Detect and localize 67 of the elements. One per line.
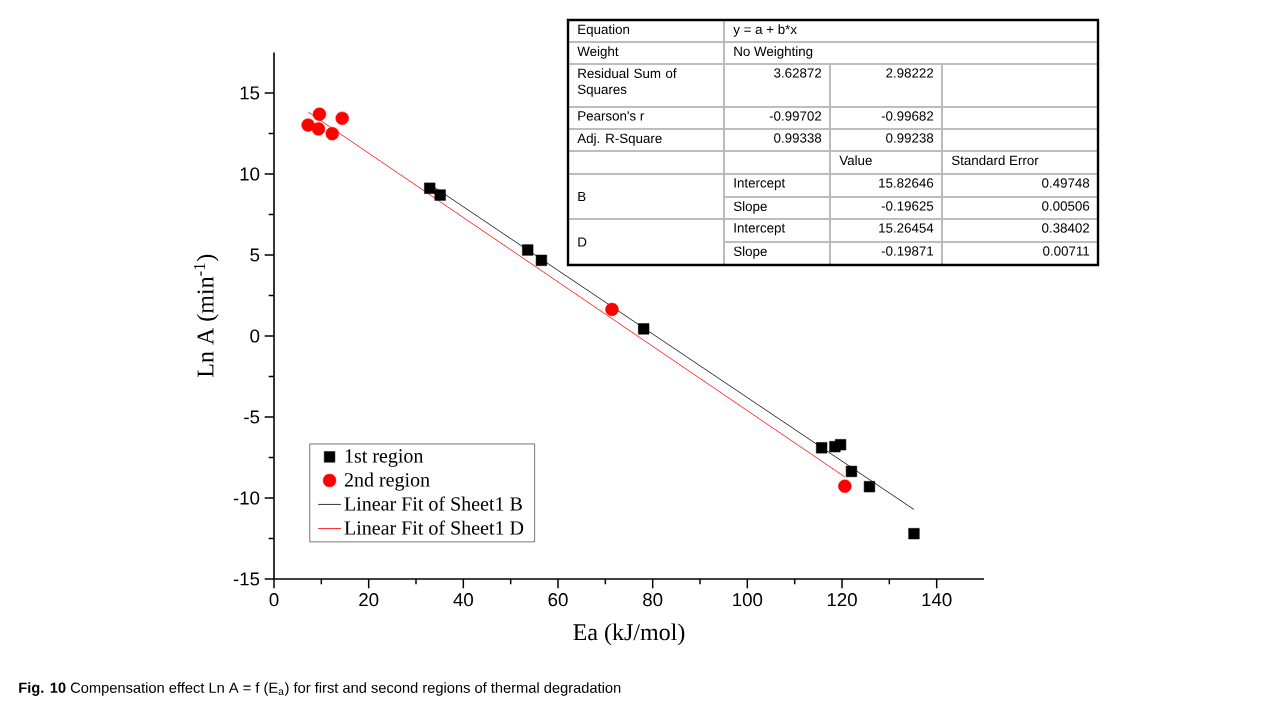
point [816,442,828,454]
x-tick-label: 20 [359,593,379,607]
annotation: Slope [733,201,767,214]
point [863,481,876,493]
y-tick-label: 0 [250,329,260,343]
annotation: Pearson's r [578,111,645,121]
annotation: 2.98222 [886,68,934,78]
annotation: B [578,191,586,202]
annotation: -0.19625 [881,201,934,211]
y-axis-title: Ln A (min$^{-1}$) [193,254,219,378]
annotation: Value [839,155,872,166]
legend-label: 2nd region [344,472,430,491]
text: y = a + b*x [733,24,797,37]
x-tick-label: 140 [922,593,952,607]
point [434,189,446,201]
annotation: 0.99338 [774,133,822,143]
annotation: Residual Sum of Squares [577,68,677,97]
point [908,528,920,540]
point [845,465,858,478]
y-tick-label: 5 [250,248,260,262]
point [638,323,650,335]
y-tick-label: 10 [240,167,260,181]
x-tick-label: 60 [548,593,568,607]
text: Equation [578,24,630,37]
y-tick-label: -10 [233,491,260,505]
annotation: No Weighting [734,46,813,59]
point [325,127,339,141]
point [311,122,326,136]
x-tick-label: 120 [827,593,857,607]
annotation: Slope [733,246,767,259]
annotation: Weight [577,46,619,59]
x-tick-label: 40 [453,593,473,607]
point [335,111,349,125]
y-tick-label: -5 [244,410,260,424]
annotation: 3.62872 [774,68,822,78]
point [834,439,847,451]
annotation: -0.99682 [881,111,934,121]
text: 0.00506 [1042,201,1090,211]
x-tick-label: 0 [269,593,279,607]
x-axis-title: Ea (kJ/mol) [573,623,685,646]
point [605,302,619,317]
annotation: Standard Error [951,155,1039,166]
annotation: -0.99702 [769,111,822,121]
annotation: -0.19871 [881,246,934,256]
text: Fig. 10 Compensation effect Ln A = f (E$_{a}$) for first and second regions of thermal degradation [19,682,621,696]
y-tick-label: 15 [240,86,260,100]
annotation: Intercept [734,178,786,191]
point [424,182,436,194]
annotation: Intercept [734,223,786,236]
point [522,244,534,256]
annotation: 0.99238 [886,133,934,143]
y-tick-label: -15 [233,572,260,586]
annotation: D [578,237,587,247]
text: 0.38402 [1042,223,1090,233]
annotation: 15.82646 [879,178,934,188]
legend-label: Linear Fit of Sheet1 B [344,496,522,511]
legend-label: 1st region [345,449,424,467]
x-tick-label: 100 [733,593,763,607]
annotation: 15.26454 [879,223,934,233]
point [535,254,548,266]
x-tick-label: 80 [643,593,663,607]
point [312,107,327,121]
point [838,479,852,493]
annotation: Adj. R-Square [577,133,662,146]
text: 0.00711 [1043,246,1090,256]
text: 0.49748 [1042,178,1090,188]
legend-label: Linear Fit of Sheet1 D [344,520,524,535]
